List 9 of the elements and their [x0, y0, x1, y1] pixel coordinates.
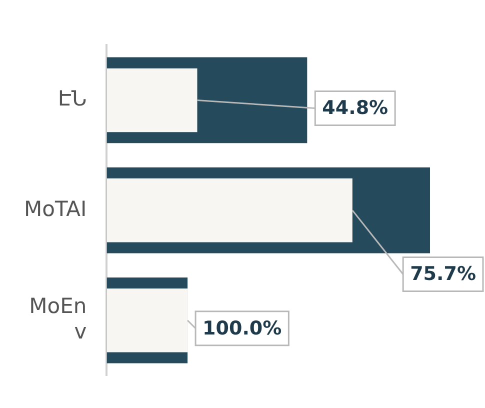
- annotation: 44.8%: [322, 97, 388, 120]
- bar: [106, 68, 198, 132]
- bar: [106, 288, 188, 352]
- y-tick-label: MoEn v: [29, 294, 87, 344]
- y-tick-label: ԷՆ: [58, 86, 87, 111]
- annotation: 100.0%: [202, 317, 282, 340]
- y-tick-label: MoTAI: [24, 196, 87, 221]
- bar: [106, 178, 352, 242]
- annotation: 75.7%: [410, 263, 476, 286]
